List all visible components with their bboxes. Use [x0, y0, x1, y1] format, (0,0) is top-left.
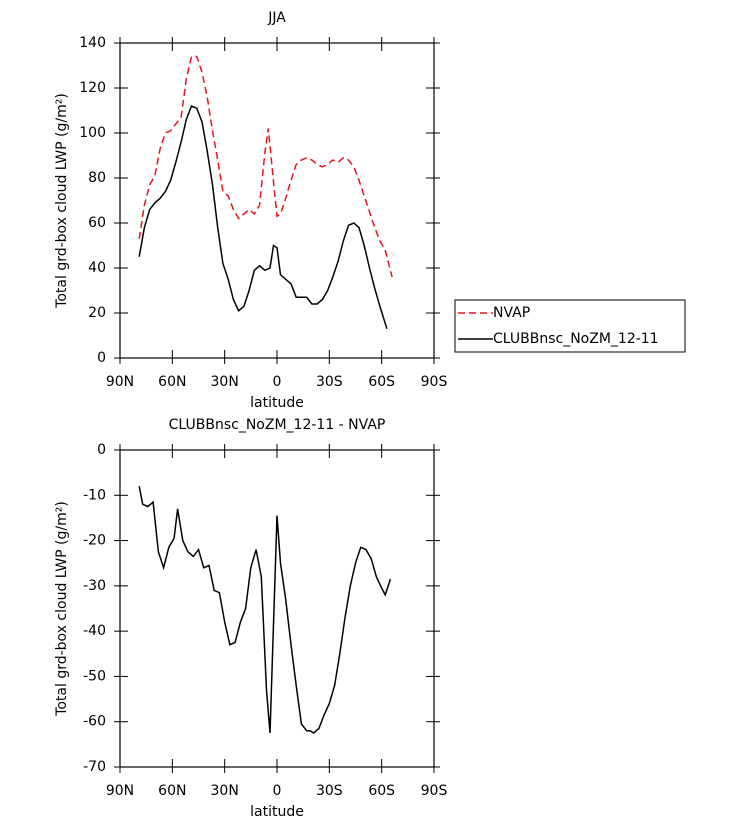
- legend-label: CLUBBnsc_NoZM_12-11: [493, 331, 659, 347]
- plot-frame: [119, 449, 435, 768]
- y-tick-label: 80: [88, 170, 106, 186]
- y-tick-label: -40: [83, 623, 106, 639]
- x-tick-label: 0: [273, 374, 282, 390]
- x-tick-label: 60N: [158, 783, 186, 799]
- x-tick-label: 60S: [368, 783, 395, 799]
- data-line: [138, 105, 388, 330]
- x-tick-label: 30N: [211, 783, 239, 799]
- x-axis-label: latitude: [250, 395, 304, 411]
- x-tick-label: 90S: [421, 374, 448, 390]
- y-tick-label: -30: [83, 578, 106, 594]
- x-axis-label: latitude: [250, 804, 304, 820]
- x-tick-label: 30N: [211, 374, 239, 390]
- y-tick-label: -60: [83, 714, 106, 730]
- data-line: [138, 486, 392, 734]
- x-tick-label: 90N: [106, 374, 134, 390]
- chart-title: CLUBBnsc_NoZM_12-11 - NVAP: [169, 417, 386, 433]
- y-tick-label: 20: [88, 305, 106, 321]
- y-tick-label: 140: [79, 35, 106, 51]
- y-tick-label: 120: [79, 80, 106, 96]
- x-tick-label: 60N: [158, 374, 186, 390]
- y-tick-label: -50: [83, 668, 106, 684]
- x-tick-label: 30S: [316, 783, 343, 799]
- y-tick-label: 0: [97, 442, 106, 458]
- x-tick-label: 60S: [368, 374, 395, 390]
- y-tick-label: -20: [83, 533, 106, 549]
- legend-label: NVAP: [493, 305, 530, 321]
- data-line: [138, 55, 393, 278]
- y-tick-label: 60: [88, 215, 106, 231]
- y-tick-label: 40: [88, 260, 106, 276]
- y-axis-label: Total grd-box cloud LWP (g/m²): [54, 93, 70, 309]
- chart-title: JJA: [267, 10, 286, 26]
- y-tick-label: -70: [83, 759, 106, 775]
- y-tick-label: 100: [79, 125, 106, 141]
- plot-frame: [119, 42, 435, 359]
- legend-box: [454, 299, 686, 353]
- x-tick-label: 90S: [421, 783, 448, 799]
- x-tick-label: 90N: [106, 783, 134, 799]
- y-tick-label: 0: [97, 350, 106, 366]
- y-axis-label: Total grd-box cloud LWP (g/m²): [54, 501, 70, 717]
- y-tick-label: -10: [83, 487, 106, 503]
- x-tick-label: 0: [273, 783, 282, 799]
- x-tick-label: 30S: [316, 374, 343, 390]
